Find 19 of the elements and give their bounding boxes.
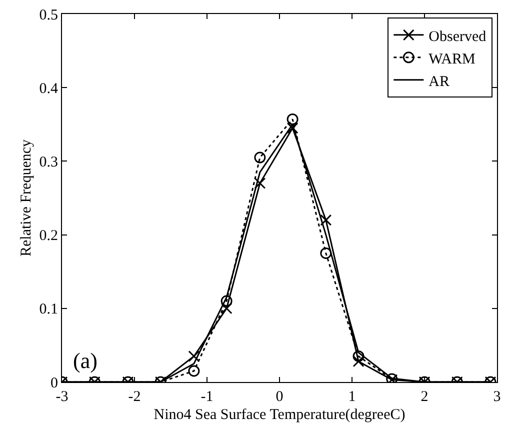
x-tick-label: -3: [56, 389, 68, 405]
x-tick-label: 2: [420, 389, 428, 405]
y-tick-label: 0: [50, 375, 58, 392]
y-tick-label: 0.2: [39, 228, 58, 244]
x-tick-label: -2: [128, 389, 141, 405]
annotation: (a): [73, 348, 98, 373]
y-axis-title: Relative Frequency: [18, 138, 34, 257]
y-tick-label: 0.1: [39, 302, 58, 318]
x-tick-label: 1: [348, 389, 356, 405]
y-tick-label: 0.3: [39, 154, 58, 170]
x-tick-label: 0: [276, 389, 284, 405]
x-tick-label: -1: [200, 389, 214, 405]
legend-label: WARM: [428, 51, 476, 68]
legend-label: AR: [428, 74, 450, 90]
y-tick-label: 0.5: [39, 7, 58, 24]
y-tick-label: 0.4: [39, 80, 58, 97]
x-axis-title: Nino4 Sea Surface Temperature(degreeC): [154, 407, 406, 423]
legend-label: Observed: [428, 28, 487, 45]
x-tick-label: 3: [493, 389, 501, 405]
